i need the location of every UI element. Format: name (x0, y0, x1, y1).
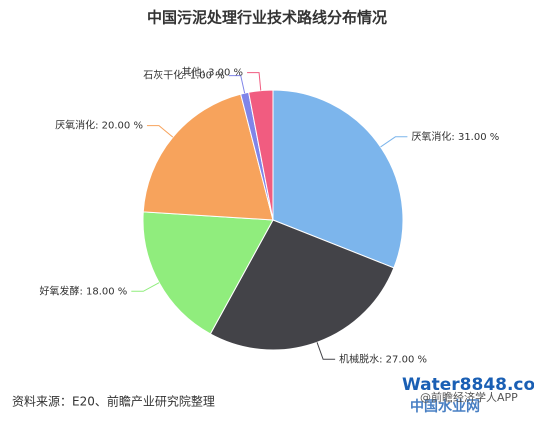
leader-line (316, 342, 336, 360)
leader-line (131, 282, 160, 292)
watermark: Water8848.com (402, 375, 534, 395)
data-label: 其他: 3.00 % (182, 66, 243, 79)
data-label: 石灰干化: 1.00 % (143, 69, 224, 82)
value-label: : 18.00 % (79, 286, 127, 297)
category-label: 石灰干化 (143, 69, 183, 82)
data-label: 机械脱水: 27.00 % (339, 352, 427, 365)
leader-line (380, 136, 408, 148)
data-label: 厌氧消化: 31.00 % (411, 130, 499, 143)
leader-line (247, 72, 262, 91)
data-label: 好氧发酵: 18.00 % (39, 284, 127, 297)
watermark: @前瞻经济学人APP (420, 390, 518, 404)
source: 资料来源：E20、前瞻产业研究院整理 (12, 394, 215, 409)
pie-slice (142, 93, 274, 221)
category-label: 好氧发酵 (39, 284, 79, 297)
value-label: : 3.00 % (202, 68, 244, 79)
value-label: : 20.00 % (95, 121, 143, 132)
value-label: : 27.00 % (379, 354, 427, 365)
leader-line (228, 75, 246, 94)
value-label: : 31.00 % (451, 132, 499, 143)
leader-line (146, 125, 174, 138)
category-label: 机械脱水 (339, 352, 379, 365)
chart-title: 中国污泥处理行业技术路线分布情况 (147, 9, 387, 27)
data-label: 厌氧消化: 20.00 % (55, 119, 143, 132)
pie-slice (272, 89, 404, 269)
watermark: 中国水业网 (410, 398, 480, 415)
category-label: 其他 (182, 66, 202, 79)
category-label: 厌氧消化 (55, 119, 95, 132)
value-label: : 1.00 % (183, 71, 225, 82)
pie-slice (142, 211, 274, 335)
category-label: 厌氧消化 (411, 130, 451, 143)
